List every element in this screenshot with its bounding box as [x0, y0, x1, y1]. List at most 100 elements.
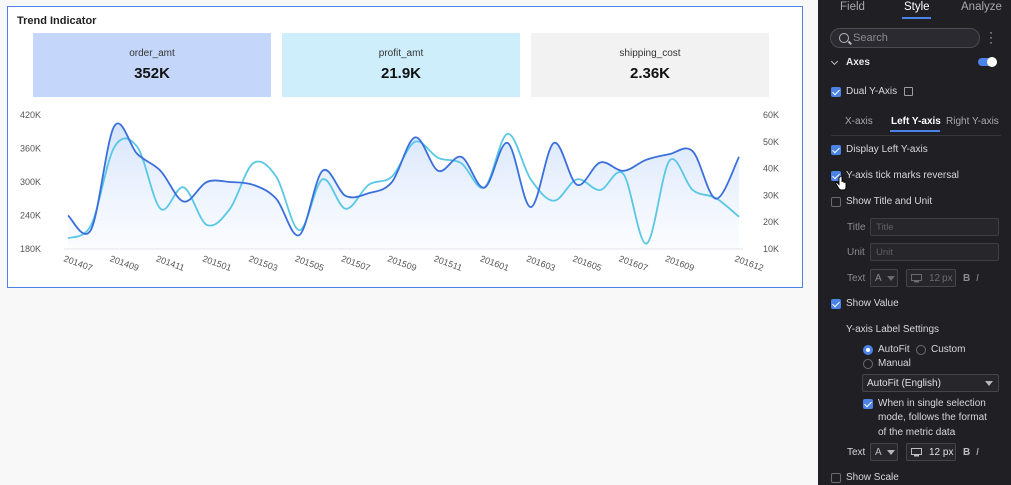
font-size-select[interactable]: 12 px — [906, 269, 956, 287]
search-input[interactable] — [853, 31, 973, 45]
italic-button[interactable]: I — [976, 447, 979, 458]
y-right-tick-label: 40K — [763, 164, 779, 174]
label-settings-title: Y-axis Label Settings — [846, 324, 940, 335]
display-left-y-axis-label: Display Left Y-axis — [846, 144, 928, 155]
kpi-name: order_amt — [129, 48, 175, 59]
bold-button[interactable]: B — [963, 447, 971, 458]
tick-reversal-label: Y-axis tick marks reversal — [846, 170, 959, 181]
dual-y-axis-checkbox[interactable] — [831, 87, 841, 97]
radio-manual-label: Manual — [878, 358, 911, 369]
x-tick-label: 201609 — [664, 253, 696, 273]
font-size-select-2[interactable]: 12 px — [906, 443, 956, 461]
kpi-name: profit_amt — [378, 48, 424, 59]
x-tick-label: 201511 — [433, 253, 464, 272]
x-tick-label: 201509 — [386, 253, 418, 273]
y-left-tick-label: 180K — [20, 244, 41, 254]
y-right-tick-label: 50K — [763, 137, 779, 147]
kpi-order-amt[interactable]: order_amt 352K — [33, 33, 271, 97]
title-input[interactable] — [871, 219, 998, 235]
radio-manual[interactable] — [863, 359, 873, 369]
follow-format-line3: of the metric data — [878, 427, 956, 438]
kpi-value: 21.9K — [380, 65, 422, 82]
card-title: Trend Indicator — [17, 15, 97, 27]
chevron-down-icon[interactable] — [830, 57, 839, 66]
follow-format-line1: When in single selection — [878, 398, 986, 409]
series-area — [68, 123, 739, 249]
radio-autofit-label: AutoFit — [878, 344, 910, 355]
panel-tabs: Field Style Analyze — [818, 0, 1011, 20]
select-value: AutoFit (English) — [867, 378, 941, 389]
radio-custom-label: Custom — [931, 344, 966, 355]
font-glyph: A — [875, 447, 882, 458]
trend-indicator-card[interactable]: Trend Indicator order_amt 352K profit_am… — [7, 6, 803, 288]
y-right-tick-label: 20K — [763, 217, 779, 227]
x-tick-label: 201407 — [62, 253, 94, 273]
font-size-unit: px — [942, 273, 953, 284]
kpi-shipping-cost[interactable]: shipping_cost 2.36K — [531, 33, 769, 97]
unit-label: Unit — [847, 247, 865, 258]
x-tick-label: 201603 — [525, 253, 557, 273]
subtab-x-axis[interactable]: X-axis — [845, 116, 873, 127]
tab-field[interactable]: Field — [840, 1, 865, 13]
x-tick-label: 201612 — [733, 253, 765, 273]
unit-input[interactable] — [871, 244, 998, 260]
monitor-icon — [911, 448, 922, 457]
y-left-tick-label: 420K — [20, 110, 41, 120]
kpi-profit-amt[interactable]: profit_amt 21.9K — [282, 33, 520, 97]
radio-custom[interactable] — [916, 345, 926, 355]
y-left-tick-label: 300K — [20, 177, 41, 187]
display-left-y-axis-checkbox[interactable] — [831, 145, 841, 155]
y-right-tick-label: 10K — [763, 244, 779, 254]
edit-icon[interactable] — [904, 87, 913, 96]
subtab-right-y-axis[interactable]: Right Y-axis — [946, 116, 999, 127]
search-icon — [839, 33, 849, 43]
x-tick-label: 201507 — [340, 253, 372, 273]
x-tick-label: 201505 — [294, 253, 326, 273]
follow-format-line2: mode, follows the format — [878, 412, 987, 423]
font-size-value: 12 px — [929, 447, 954, 458]
style-panel: Field Style Analyze ··· Axes Dual Y-Axis… — [818, 0, 1011, 485]
y-right-tick-label: 60K — [763, 110, 779, 120]
italic-button[interactable]: I — [976, 273, 979, 284]
y-left-tick-label: 240K — [20, 211, 41, 221]
search-box[interactable] — [830, 28, 980, 48]
y-right-tick-label: 30K — [763, 190, 779, 200]
unit-field[interactable] — [870, 243, 999, 261]
tab-style[interactable]: Style — [904, 1, 930, 13]
tab-analyze[interactable]: Analyze — [961, 1, 1002, 13]
axes-section-title[interactable]: Axes — [846, 57, 870, 68]
subtab-left-y-axis[interactable]: Left Y-axis — [891, 116, 941, 127]
caret-down-icon — [985, 381, 993, 386]
show-scale-label: Show Scale — [846, 472, 899, 483]
show-scale-checkbox[interactable] — [831, 473, 841, 483]
kpi-value: 352K — [134, 65, 170, 82]
title-field[interactable] — [870, 218, 999, 236]
show-value-checkbox[interactable] — [831, 299, 841, 309]
text-label-2: Text — [847, 447, 866, 458]
title-label: Title — [847, 222, 866, 233]
dashboard-canvas: Trend Indicator order_amt 352K profit_am… — [7, 6, 803, 288]
more-options-icon[interactable]: · · · — [989, 25, 993, 49]
font-color-select[interactable]: A — [870, 269, 898, 287]
caret-down-icon — [887, 276, 895, 281]
autofit-language-select[interactable]: AutoFit (English) — [862, 374, 999, 392]
show-title-unit-checkbox[interactable] — [831, 197, 841, 207]
hand-cursor-icon — [835, 176, 847, 191]
tick-reversal-checkbox[interactable] — [831, 171, 841, 181]
font-glyph: A — [875, 273, 882, 284]
caret-down-icon — [887, 450, 895, 455]
x-tick-label: 201607 — [618, 253, 650, 273]
font-size-value: 12 — [929, 273, 941, 284]
active-tab-indicator — [902, 17, 931, 19]
axes-toggle[interactable] — [978, 57, 997, 67]
bold-button[interactable]: B — [963, 273, 971, 284]
font-color-select-2[interactable]: A — [870, 443, 898, 461]
series-line[interactable] — [67, 122, 740, 237]
radio-autofit[interactable] — [863, 345, 873, 355]
show-title-unit-label: Show Title and Unit — [846, 196, 933, 207]
monitor-icon — [911, 274, 922, 283]
follow-format-checkbox[interactable] — [863, 399, 873, 409]
x-tick-label: 201411 — [155, 253, 186, 272]
kpi-value: 2.36K — [629, 65, 671, 82]
